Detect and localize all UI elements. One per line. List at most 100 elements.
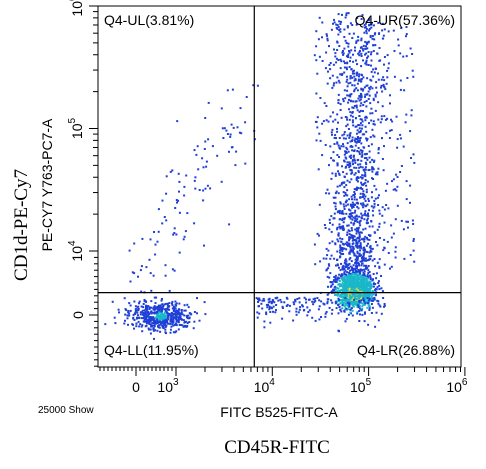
event-dot [171,307,174,310]
event-dot [353,166,356,169]
event-dot [349,81,352,84]
event-dot [339,28,342,31]
event-dot [356,312,359,315]
event-dot [348,208,350,211]
event-dot [351,149,354,152]
event-dot [175,319,178,321]
quadrant-label-ul: Q4-UL(3.81%) [104,12,194,28]
event-dot [383,303,386,305]
event-dot [351,198,353,201]
event-dot [383,208,386,211]
event-dot [127,310,130,312]
event-dot [339,67,342,70]
event-dot [365,32,368,35]
event-dot [346,123,349,126]
event-dot [139,311,142,314]
event-dot [355,298,358,300]
event-dot [255,297,258,300]
event-dot [268,306,271,309]
event-dot [373,258,376,260]
event-dot [206,184,209,187]
event-dot [173,232,176,234]
event-dot [169,316,172,319]
event-dot [180,311,183,314]
event-dot [396,204,399,207]
event-dot [174,312,177,315]
event-dot [352,251,355,254]
event-dot [375,81,378,84]
event-dot [385,204,388,206]
event-dot [374,44,377,47]
event-dot [350,248,353,251]
event-dot [353,193,356,195]
event-dot [346,279,349,281]
event-dot [395,173,398,176]
event-dot [177,199,180,202]
event-dot [146,305,149,308]
event-dot [271,299,274,301]
event-dot [198,319,201,322]
event-dot [327,292,330,295]
event-dot [180,312,183,315]
event-dot [371,293,374,296]
event-dot [368,285,371,287]
event-dot [355,219,358,222]
event-dot [369,112,372,115]
event-dot [358,115,361,117]
event-dot [359,242,362,245]
event-dot [333,48,335,51]
event-dot [368,18,371,21]
event-dot [377,152,380,155]
event-dot [261,307,264,310]
event-dot [328,242,331,245]
event-dot [359,196,361,199]
event-dot [357,124,360,126]
event-dot [322,257,325,260]
event-dot [366,158,369,161]
event-dot [319,97,322,99]
event-dot [381,105,384,108]
event-dot [168,308,171,311]
event-dot [356,252,359,255]
event-dot [364,116,367,119]
event-dot [337,121,339,124]
event-dot [373,184,376,187]
event-dot [386,54,389,57]
event-dot [378,212,381,215]
quadrant-label-lr: Q4-LR(26.88%) [357,342,455,358]
event-dot [368,156,371,159]
event-dot [118,311,120,314]
event-dot [324,227,327,229]
event-dot [371,166,374,169]
event-dot [359,231,362,234]
event-dot [339,269,342,272]
event-dot [368,288,371,291]
event-dot [337,33,340,36]
event-dot [175,310,178,313]
event-dot [342,264,345,267]
event-dot [339,299,342,302]
event-dot [342,143,344,146]
event-dot [327,263,330,266]
event-dot [349,297,352,300]
event-dot [395,115,398,118]
event-dot [129,309,132,312]
event-dot [370,220,373,223]
event-dot [363,281,366,284]
event-dot [166,304,169,307]
event-dot [272,300,275,303]
event-dot [269,311,272,313]
event-dot [345,80,348,83]
event-dot [355,177,358,180]
event-dot [353,295,356,298]
event-dot [180,318,183,321]
event-dot [148,306,151,309]
event-dot [366,180,369,183]
event-dot [357,79,360,82]
event-dot [387,30,390,33]
event-dot [372,161,375,163]
event-dot [324,67,327,70]
event-dot [346,263,349,266]
event-dot [138,317,141,320]
event-dot [364,227,367,230]
